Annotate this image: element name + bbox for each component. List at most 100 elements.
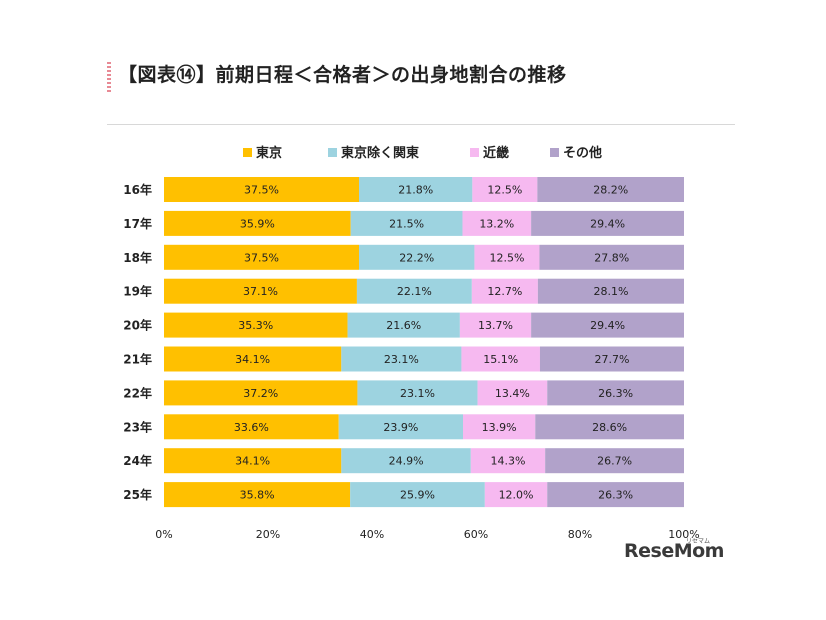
data-label-6-1: 23.1% — [400, 387, 435, 400]
bar-segment-0-0 — [164, 177, 359, 202]
title-accent-bar — [107, 62, 111, 92]
legend-label-1: 東京除く関東 — [341, 145, 419, 161]
bar-segment-3-3 — [537, 278, 684, 304]
bar-segment-9-3 — [547, 482, 684, 508]
data-label-9-3: 26.3% — [598, 489, 633, 502]
bar-segment-1-2 — [462, 210, 532, 236]
data-label-2-0: 37.5% — [244, 251, 279, 264]
resemom-logo-sub: リセマム — [686, 538, 711, 545]
bar-segment-1-1 — [350, 210, 463, 236]
data-label-8-0: 34.1% — [235, 455, 270, 468]
bar-segment-6-2 — [477, 380, 548, 406]
bar-segment-9-0 — [164, 482, 351, 508]
data-label-3-1: 22.1% — [397, 285, 432, 298]
data-label-0-0: 37.5% — [244, 184, 279, 197]
bar-segment-8-3 — [545, 448, 684, 474]
bar-segment-3-0 — [164, 278, 357, 304]
legend-label-0: 東京 — [256, 145, 282, 161]
data-label-0-3: 28.2% — [593, 184, 628, 197]
bar-segment-8-2 — [470, 448, 546, 474]
data-label-8-3: 26.7% — [597, 455, 632, 468]
bar-segment-6-0 — [164, 380, 358, 406]
data-label-3-2: 12.7% — [487, 285, 522, 298]
data-label-1-2: 13.2% — [479, 217, 514, 230]
data-label-9-0: 35.8% — [240, 489, 275, 502]
data-label-7-3: 28.6% — [592, 421, 627, 434]
legend-label-2: 近畿 — [483, 145, 509, 161]
bar-segment-7-3 — [535, 414, 684, 440]
category-label-3: 19年 — [123, 284, 152, 299]
data-label-2-3: 27.8% — [594, 251, 629, 264]
data-label-5-2: 15.1% — [483, 353, 518, 366]
bar-segment-6-1 — [357, 380, 478, 406]
data-label-6-2: 13.4% — [495, 387, 530, 400]
bar-segment-2-2 — [474, 244, 540, 270]
data-label-0-1: 21.8% — [398, 184, 433, 197]
x-tick-label-0: 0% — [155, 528, 172, 541]
data-label-9-2: 12.0% — [499, 489, 534, 502]
data-label-4-3: 29.4% — [590, 319, 625, 332]
bar-segment-3-2 — [471, 278, 538, 304]
data-label-6-0: 37.2% — [243, 387, 278, 400]
data-label-1-0: 35.9% — [240, 217, 275, 230]
bar-segment-5-3 — [539, 346, 684, 372]
data-label-8-1: 24.9% — [389, 455, 424, 468]
data-label-2-2: 12.5% — [489, 251, 524, 264]
data-label-8-2: 14.3% — [491, 455, 526, 468]
category-label-5: 21年 — [123, 352, 152, 367]
data-label-5-3: 27.7% — [595, 353, 630, 366]
legend-label-3: その他 — [563, 145, 602, 161]
bar-segment-2-0 — [164, 244, 359, 270]
data-label-3-3: 28.1% — [593, 285, 628, 298]
bar-segment-0-1 — [359, 177, 473, 202]
bar-segment-5-0 — [164, 346, 342, 372]
legend-swatch-2 — [470, 148, 479, 157]
bar-segment-2-1 — [359, 244, 475, 270]
bar-segment-7-0 — [164, 414, 339, 440]
resemom-logo: ReseMom — [624, 540, 724, 562]
x-tick-label-5: 100% — [668, 528, 699, 541]
data-label-4-2: 13.7% — [478, 319, 513, 332]
bar-segment-9-2 — [484, 482, 548, 508]
bar-segment-7-1 — [338, 414, 463, 440]
data-label-6-3: 26.3% — [598, 387, 633, 400]
bar-segment-4-1 — [347, 312, 460, 338]
category-label-9: 25年 — [123, 487, 152, 502]
bar-segment-0-3 — [537, 177, 684, 202]
data-label-1-3: 29.4% — [590, 217, 625, 230]
bar-segment-6-3 — [547, 380, 684, 406]
legend-swatch-1 — [328, 148, 337, 157]
bar-segment-4-2 — [459, 312, 532, 338]
bar-segment-7-2 — [463, 414, 536, 440]
category-label-2: 18年 — [123, 250, 152, 265]
bar-segment-1-0 — [164, 210, 351, 236]
title-divider — [107, 124, 735, 125]
category-label-0: 16年 — [123, 182, 152, 197]
data-label-0-2: 12.5% — [487, 184, 522, 197]
category-label-4: 20年 — [123, 318, 152, 333]
data-label-5-0: 34.1% — [235, 353, 270, 366]
x-tick-label-1: 20% — [256, 528, 280, 541]
data-label-5-1: 23.1% — [384, 353, 419, 366]
bar-segment-2-3 — [539, 244, 684, 270]
data-label-3-0: 37.1% — [243, 285, 278, 298]
data-label-2-1: 22.2% — [399, 251, 434, 264]
bar-segment-0-2 — [472, 177, 538, 202]
bar-segment-8-1 — [341, 448, 471, 474]
bar-segment-5-2 — [461, 346, 540, 372]
page-title: 【図表⑭】前期日程＜合格者＞の出身地割合の推移 — [118, 64, 567, 86]
data-label-7-0: 33.6% — [234, 421, 269, 434]
category-label-7: 23年 — [123, 419, 152, 434]
legend-swatch-0 — [243, 148, 252, 157]
data-label-1-1: 21.5% — [389, 217, 424, 230]
data-label-7-1: 23.9% — [383, 421, 418, 434]
bar-segment-8-0 — [164, 448, 342, 474]
category-label-8: 24年 — [123, 453, 152, 468]
bar-segment-1-3 — [531, 210, 684, 236]
bar-segment-5-1 — [341, 346, 462, 372]
bar-segment-4-0 — [164, 312, 348, 338]
data-label-4-0: 35.3% — [238, 319, 273, 332]
bar-segment-3-1 — [356, 278, 472, 304]
data-label-4-1: 21.6% — [386, 319, 421, 332]
